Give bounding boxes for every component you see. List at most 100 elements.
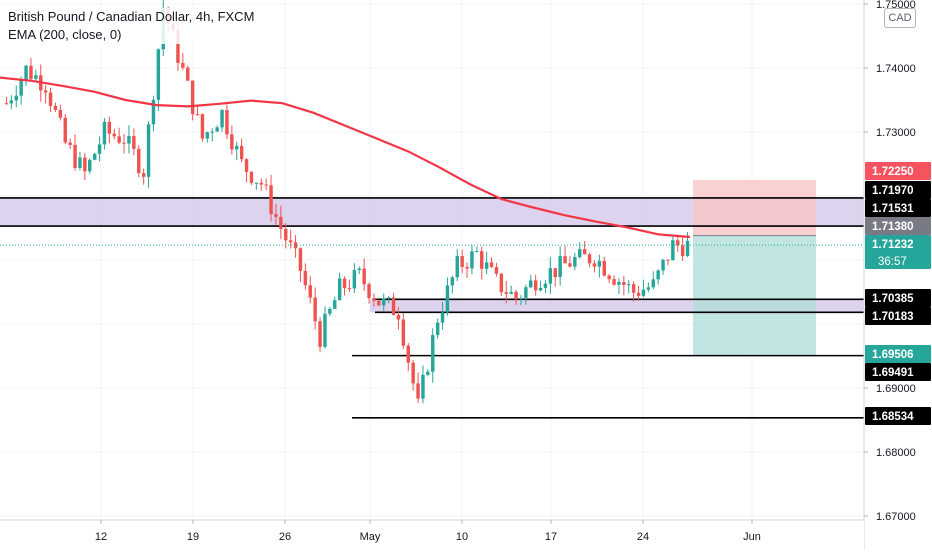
- candle: [489, 262, 494, 268]
- candle: [563, 256, 567, 264]
- candle: [63, 117, 67, 143]
- candle: [671, 240, 675, 261]
- candle: [151, 99, 156, 125]
- candle: [127, 135, 131, 144]
- candle: [122, 142, 126, 144]
- candle: [435, 322, 440, 335]
- candle: [48, 92, 53, 106]
- candle: [92, 153, 97, 160]
- candle: [661, 259, 665, 271]
- candle: [622, 281, 626, 285]
- candle: [303, 270, 308, 286]
- candle: [225, 110, 229, 135]
- price-label: 1.71531: [872, 203, 914, 215]
- position-stop-area: [693, 180, 816, 236]
- price-label: 1.69491: [872, 367, 914, 379]
- candle: [382, 298, 386, 306]
- candle: [200, 114, 205, 139]
- candle: [186, 67, 190, 81]
- candle: [646, 287, 651, 290]
- candle: [88, 159, 92, 172]
- candle: [514, 291, 518, 300]
- price-label: 1.70385: [872, 293, 914, 305]
- price-label-box: [865, 181, 931, 199]
- symbol-title: British Pound / Canadian Dollar, 4h, FXC…: [8, 8, 255, 26]
- y-tick-label: 1.68000: [876, 447, 916, 459]
- candle: [475, 251, 479, 253]
- x-tick-label: 19: [187, 531, 199, 543]
- candle: [680, 245, 685, 257]
- candle: [533, 280, 538, 291]
- price-label-box: [865, 162, 931, 180]
- x-tick-label: 17: [545, 531, 557, 543]
- candle: [239, 145, 244, 160]
- candle: [656, 270, 660, 280]
- candle: [519, 297, 523, 300]
- candle: [215, 127, 219, 132]
- candle: [43, 90, 48, 93]
- x-tick-label: 10: [456, 531, 468, 543]
- candle: [34, 75, 38, 79]
- candle: [313, 297, 317, 322]
- candle: [352, 270, 357, 289]
- candle: [83, 157, 87, 172]
- candle: [112, 133, 116, 137]
- y-tick-label: 1.75000: [876, 0, 916, 11]
- candle: [117, 136, 121, 143]
- candle: [323, 313, 327, 347]
- candle: [230, 134, 234, 150]
- candle: [484, 262, 489, 269]
- chart-header: British Pound / Canadian Dollar, 4h, FXC…: [8, 8, 255, 44]
- price-label: 1.71380: [872, 221, 914, 233]
- candle: [298, 248, 303, 271]
- candle: [651, 279, 655, 288]
- ema-indicator-label[interactable]: EMA (200, close, 0): [8, 26, 255, 44]
- candle: [636, 292, 641, 296]
- y-tick-label: 1.73000: [876, 127, 916, 139]
- candle: [78, 157, 82, 168]
- candle: [524, 287, 528, 298]
- candle: [14, 95, 18, 101]
- price-label-box: [865, 363, 931, 381]
- candle: [460, 256, 464, 267]
- candle: [641, 289, 646, 296]
- candle: [426, 371, 430, 375]
- candle: [548, 268, 553, 284]
- candle: [337, 278, 342, 301]
- candle: [372, 298, 376, 301]
- candle: [293, 242, 298, 249]
- candle: [612, 279, 616, 285]
- candle: [284, 228, 288, 241]
- candle: [58, 109, 63, 118]
- candle: [195, 114, 200, 116]
- candle: [631, 284, 636, 293]
- candle: [132, 135, 136, 149]
- candle: [264, 184, 268, 186]
- currency-badge[interactable]: CAD: [884, 8, 916, 28]
- price-label: 1.69506: [872, 349, 914, 361]
- candle: [377, 300, 381, 306]
- candle: [543, 283, 548, 288]
- candle: [279, 216, 283, 229]
- candle: [529, 280, 533, 288]
- candle: [386, 297, 391, 299]
- candle: [592, 263, 597, 267]
- y-tick-label: 1.67000: [876, 511, 916, 523]
- countdown-label: 36:57: [878, 256, 907, 268]
- price-label-box: [865, 217, 931, 235]
- candle: [97, 144, 102, 154]
- candle: [141, 173, 146, 177]
- candle: [391, 297, 396, 315]
- candle: [190, 80, 195, 115]
- candle: [450, 277, 455, 286]
- candle: [205, 132, 210, 139]
- candle: [9, 100, 14, 104]
- candle: [587, 254, 592, 264]
- candle: [347, 288, 352, 290]
- candle: [24, 65, 28, 80]
- candle: [553, 268, 557, 278]
- candle: [411, 362, 415, 384]
- candle: [176, 30, 180, 63]
- candle: [396, 314, 401, 320]
